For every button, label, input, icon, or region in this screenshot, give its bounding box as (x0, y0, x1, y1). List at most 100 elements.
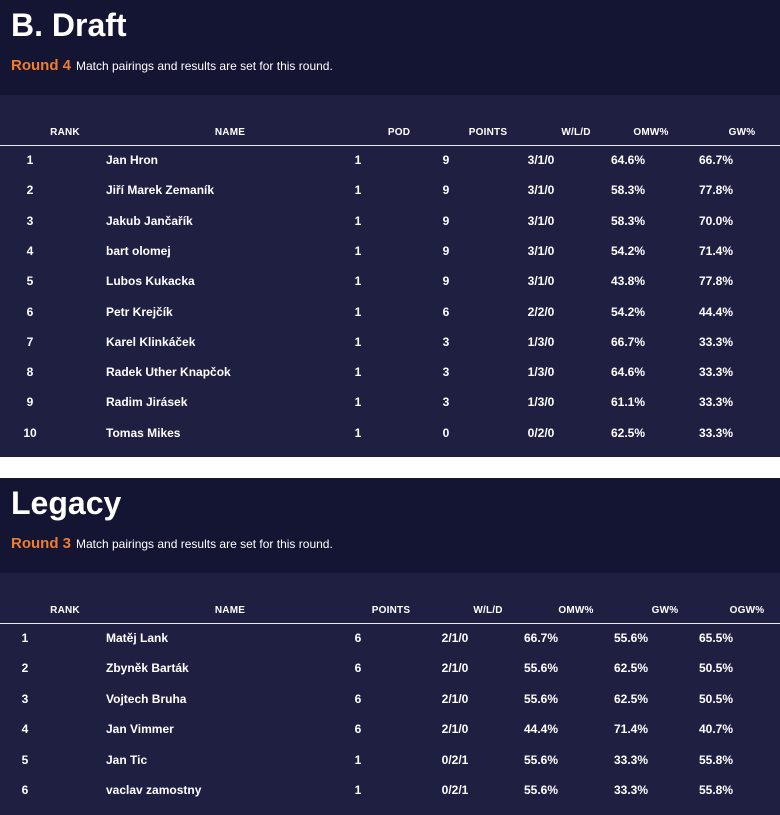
cell-w-l-d: 2/1/0 (441, 691, 469, 706)
cell-rank: 2 (21, 661, 29, 676)
cell-w-l-d: 3/1/0 (527, 153, 555, 167)
legacy-col-name[interactable]: NAME (214, 605, 246, 616)
cell-points: 6 (354, 631, 362, 645)
legacy-col-gw[interactable]: GW% (651, 605, 679, 616)
cell-omw: 55.6% (523, 783, 559, 797)
cell-w-l-d: 1/3/0 (527, 365, 555, 380)
cell-omw: 58.3% (610, 213, 646, 228)
cell-pod: 1 (354, 334, 362, 349)
cell-name[interactable]: Karel Klinkáček (106, 334, 196, 349)
cell-name[interactable]: Vojtech Bruha (106, 691, 187, 706)
cell-omw: 64.6% (610, 365, 646, 380)
cell-w-l-d: 3/1/0 (527, 274, 555, 289)
cell-name[interactable]: Radim Jirásek (106, 395, 188, 410)
legacy-col-omw[interactable]: OMW% (558, 605, 594, 616)
cell-name[interactable]: Jan Vimmer (106, 722, 174, 737)
draft-standings-table: RANK NAME POD POINTS W/L/D OMW% GW% 1 Jan Hron 1 9… (0, 95, 780, 457)
cell-pod: 1 (354, 425, 362, 440)
cell-points: 6 (354, 691, 362, 706)
cell-w-l-d: 0/2/1 (441, 783, 469, 797)
cell-w-l-d: 2/1/0 (441, 631, 469, 645)
cell-name[interactable]: Tomas Mikes (106, 425, 181, 440)
table-row: 2 Zbyněk Barták 6 2/1/0 55.6% 62.5% 50.5% (0, 653, 780, 683)
cell-w-l-d: 2/1/0 (441, 661, 469, 676)
legacy-table-header: RANK NAME POINTS W/L/D OMW% GW% OGW% (0, 599, 780, 624)
draft-col-gw[interactable]: GW% (728, 127, 756, 138)
cell-name[interactable]: Jan Tic (106, 752, 148, 767)
cell-omw: 61.1% (610, 395, 646, 410)
draft-title: B. Draft (11, 7, 127, 43)
cell-gw: 33.3% (698, 365, 734, 380)
cell-points: 9 (442, 213, 450, 228)
cell-rank: 2 (26, 183, 34, 198)
cell-name[interactable]: vaclav zamostny (106, 783, 202, 797)
draft-col-name[interactable]: NAME (214, 127, 246, 138)
legacy-col-points[interactable]: POINTS (371, 605, 411, 616)
cell-points: 6 (442, 304, 450, 319)
legacy-col-w-l-d[interactable]: W/L/D (473, 605, 503, 616)
cell-omw: 54.2% (610, 243, 646, 258)
cell-gw: 44.4% (698, 304, 734, 319)
cell-pod: 1 (354, 274, 362, 289)
cell-points: 0 (442, 425, 450, 440)
draft-col-omw[interactable]: OMW% (633, 127, 669, 138)
table-row: 6 Petr Krejčík 1 6 2/2/0 54.2% 44.4% (0, 297, 780, 327)
cell-w-l-d: 2/2/0 (527, 304, 555, 319)
draft-round-desc: Match pairings and results are set for t… (76, 59, 333, 73)
cell-gw: 70.0% (698, 213, 734, 228)
cell-pod: 1 (354, 243, 362, 258)
cell-name[interactable]: Lubos Kukacka (106, 274, 195, 289)
cell-gw: 33.3% (613, 752, 649, 767)
cell-name[interactable]: Radek Uther Knapčok (106, 365, 231, 380)
draft-header: B. Draft Round 4 Match pairings and resul… (0, 0, 780, 95)
cell-rank: 7 (26, 334, 34, 349)
cell-name[interactable]: bart olomej (106, 243, 171, 258)
cell-name[interactable]: Matěj Lank (106, 631, 169, 645)
cell-rank: 3 (26, 213, 34, 228)
cell-rank: 1 (21, 631, 29, 645)
cell-rank: 4 (21, 722, 29, 737)
cell-pod: 1 (354, 213, 362, 228)
legacy-col-rank[interactable]: RANK (50, 605, 80, 616)
cell-points: 3 (442, 334, 450, 349)
cell-name[interactable]: Petr Krejčík (106, 304, 173, 319)
legacy-col-ogw[interactable]: OGW% (729, 605, 765, 616)
draft-col-pod[interactable]: POD (387, 127, 411, 138)
draft-col-points[interactable]: POINTS (468, 127, 508, 138)
legacy-round-desc: Match pairings and results are set for t… (76, 537, 333, 551)
cell-name[interactable]: Jan Hron (106, 153, 159, 167)
cell-w-l-d: 3/1/0 (527, 213, 555, 228)
draft-col-rank[interactable]: RANK (50, 127, 80, 138)
table-row: 4 Jan Vimmer 6 2/1/0 44.4% 71.4% 40.7% (0, 714, 780, 744)
cell-omw: 44.4% (523, 722, 559, 737)
table-row: 5 Jan Tic 1 0/2/1 55.6% 33.3% 55.8% (0, 745, 780, 775)
cell-points: 3 (442, 365, 450, 380)
cell-gw: 55.6% (613, 631, 649, 645)
draft-round-info: Round 4 Match pairings and results are se… (11, 57, 333, 74)
cell-w-l-d: 1/3/0 (527, 395, 555, 410)
cell-rank: 5 (21, 752, 29, 767)
draft-round-label: Round 4 (11, 57, 71, 74)
cell-rank: 1 (26, 153, 34, 167)
cell-gw: 71.4% (613, 722, 649, 737)
cell-rank: 10 (23, 425, 37, 440)
cell-omw: 55.6% (523, 661, 559, 676)
cell-name[interactable]: Jakub Jančařík (106, 213, 193, 228)
legacy-header: Legacy Round 3 Match pairings and results… (0, 478, 780, 573)
cell-points: 3 (442, 395, 450, 410)
cell-ogw: 50.5% (698, 661, 734, 676)
cell-gw: 33.3% (698, 334, 734, 349)
cell-name[interactable]: Zbyněk Barták (106, 661, 189, 676)
draft-col-w-l-d[interactable]: W/L/D (561, 127, 591, 138)
table-row: 1 Matěj Lank 6 2/1/0 66.7% 55.6% 65.5% (0, 623, 780, 653)
cell-omw: 62.5% (610, 425, 646, 440)
table-row: 5 Lubos Kukacka 1 9 3/1/0 43.8% 77.8% (0, 266, 780, 296)
cell-pod: 1 (354, 365, 362, 380)
cell-name[interactable]: Jiří Marek Zemaník (106, 183, 215, 198)
draft-table-header: RANK NAME POD POINTS W/L/D OMW% GW% (0, 121, 780, 146)
cell-gw: 77.8% (698, 274, 734, 289)
cell-points: 6 (354, 722, 362, 737)
table-row: 3 Jakub Jančařík 1 9 3/1/0 58.3% 70.0% (0, 206, 780, 236)
cell-w-l-d: 2/1/0 (441, 722, 469, 737)
cell-gw: 33.3% (698, 425, 734, 440)
